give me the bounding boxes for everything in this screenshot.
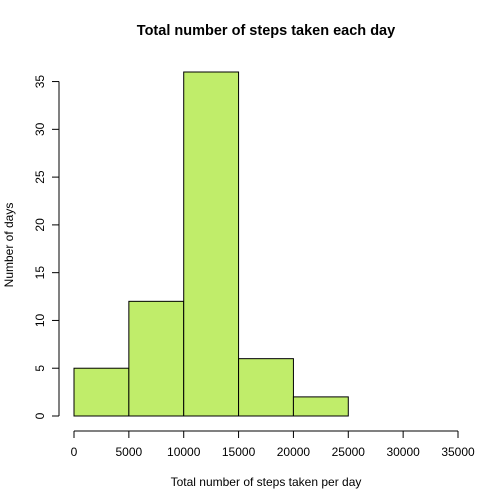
y-tick-label: 15 (33, 266, 47, 280)
chart-title: Total number of steps taken each day (137, 23, 395, 39)
y-tick-label: 10 (33, 313, 47, 327)
histogram-bar-1 (128, 300, 185, 417)
x-axis: 0 5000 10000 15000 20000 25000 30000 35000 (71, 430, 475, 459)
y-tick-label: 30 (33, 122, 47, 136)
y-axis: 0 5 10 15 20 25 30 35 (33, 75, 60, 419)
x-tick-label: 20000 (277, 445, 311, 459)
y-tick-label: 20 (33, 218, 47, 232)
y-tick-label: 25 (33, 170, 47, 184)
x-tick-label: 5000 (116, 445, 143, 459)
x-tick-label: 10000 (167, 445, 201, 459)
x-tick-label: 0 (71, 445, 78, 459)
y-tick-label: 5 (33, 365, 47, 372)
x-tick-label: 35000 (441, 445, 475, 459)
y-tick-label: 35 (33, 75, 47, 89)
bars-group (73, 71, 349, 417)
x-tick-label: 25000 (332, 445, 366, 459)
y-tick-label: 0 (33, 412, 47, 419)
histogram-bar-0 (73, 367, 130, 417)
x-tick-label: 30000 (386, 445, 420, 459)
x-tick-label: 15000 (222, 445, 256, 459)
histogram-bar-2 (183, 71, 240, 417)
y-axis-label: Number of days (2, 203, 16, 288)
histogram-bar-4 (292, 396, 349, 417)
x-axis-label: Total number of steps taken per day (171, 475, 362, 489)
histogram-bar-3 (238, 358, 294, 417)
